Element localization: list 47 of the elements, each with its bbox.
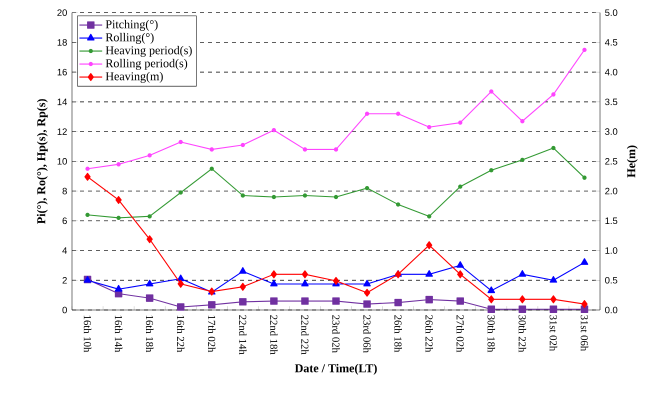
legend-label: Pitching(°) <box>106 20 158 31</box>
y2-tick-label: 2.0 <box>605 188 618 194</box>
x-tick-label: 22nd 18h <box>270 315 278 355</box>
legend-label: Heaving(m) <box>106 72 163 83</box>
x-tick-label: 16th 10h <box>84 316 92 352</box>
y2-tick-label: 5.0 <box>605 9 618 16</box>
y-tick-label: 4 <box>62 247 68 254</box>
y-tick-label: 2 <box>62 277 67 284</box>
y2-tick-label: 4.0 <box>604 68 618 76</box>
y2-tick-label: 4.5 <box>604 39 618 46</box>
x-tick-label: 30th 18h <box>488 315 496 352</box>
y-tick-label: 6 <box>62 218 67 224</box>
y2-tick-label: 0.0 <box>605 306 618 314</box>
x-tick-label: 17th 02h <box>208 316 216 352</box>
x-tick-label: 26th 22h <box>425 315 433 352</box>
y-tick-label: 16 <box>58 68 67 76</box>
legend-label: Rolling(°) <box>106 32 154 44</box>
y2-tick-label: 0.5 <box>605 276 618 284</box>
y2-tick-label: 2.5 <box>605 158 618 165</box>
y-tick-label: 0 <box>62 306 67 314</box>
y2-tick-label: 1.5 <box>605 218 618 224</box>
x-tick-label: 23rd 02h <box>332 315 340 353</box>
x-tick-label: 22nd 22h <box>301 315 309 355</box>
x-tick-label: 26th 18h <box>394 315 402 352</box>
x-tick-label: 23rd 06h <box>363 315 371 353</box>
x-tick-label: 31st 06h <box>580 315 588 352</box>
y-tick-label: 14 <box>58 98 68 106</box>
y-tick-label: 18 <box>58 39 67 46</box>
y2-tick-label: 3.0 <box>605 128 618 135</box>
x-tick-label: 22nd 14h <box>239 315 247 355</box>
x-tick-label: 16th 14h <box>114 316 122 352</box>
x-axis-title: Date / Time(LT) <box>294 364 377 375</box>
x-tick-label: 16th 18h <box>146 316 154 352</box>
y-tick-label: 10 <box>58 158 67 165</box>
legend-label: Heaving period(s) <box>106 46 192 57</box>
y-tick-label: 12 <box>58 128 67 135</box>
x-tick-label: 16th 22h <box>176 316 184 352</box>
y2-tick-label: 3.5 <box>605 98 618 106</box>
x-tick-label: 31st 02h <box>550 315 558 352</box>
y-axis-title: Pi(°), Ro(°), Hp(s), Rp(s) <box>36 99 48 224</box>
y2-axis-title: He(m) <box>626 146 638 178</box>
legend-label: Rolling period(s) <box>106 58 188 70</box>
y2-tick-label: 1.0 <box>605 247 618 254</box>
x-tick-label: 30th 22h <box>518 315 526 352</box>
x-tick-label: 27th 02h <box>456 315 464 352</box>
y-tick-label: 8 <box>62 188 67 194</box>
y-tick-label: 20 <box>57 9 67 16</box>
